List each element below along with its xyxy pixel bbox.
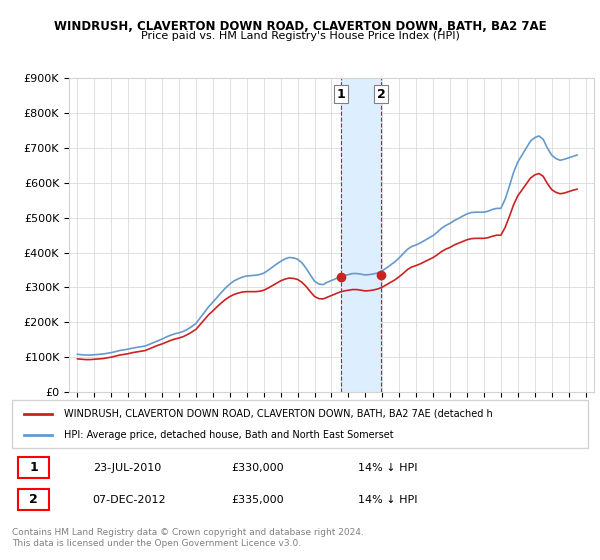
Text: 07-DEC-2012: 07-DEC-2012	[92, 494, 166, 505]
Text: 14% ↓ HPI: 14% ↓ HPI	[358, 494, 417, 505]
Text: 23-JUL-2010: 23-JUL-2010	[92, 463, 161, 473]
Text: £330,000: £330,000	[231, 463, 284, 473]
Text: 14% ↓ HPI: 14% ↓ HPI	[358, 463, 417, 473]
Text: 1: 1	[29, 461, 38, 474]
Text: WINDRUSH, CLAVERTON DOWN ROAD, CLAVERTON DOWN, BATH, BA2 7AE: WINDRUSH, CLAVERTON DOWN ROAD, CLAVERTON…	[53, 20, 547, 32]
Bar	[341, 78, 381, 392]
Text: 1: 1	[337, 88, 345, 101]
Text: Contains HM Land Registry data © Crown copyright and database right 2024.
This d: Contains HM Land Registry data © Crown c…	[12, 528, 364, 548]
Text: HPI: Average price, detached house, Bath and North East Somerset: HPI: Average price, detached house, Bath…	[64, 430, 394, 440]
Text: WINDRUSH, CLAVERTON DOWN ROAD, CLAVERTON DOWN, BATH, BA2 7AE (detached h: WINDRUSH, CLAVERTON DOWN ROAD, CLAVERTON…	[64, 409, 493, 419]
Text: 2: 2	[29, 493, 38, 506]
FancyBboxPatch shape	[12, 400, 588, 448]
Text: 2: 2	[377, 88, 385, 101]
FancyBboxPatch shape	[18, 457, 49, 478]
Text: Price paid vs. HM Land Registry's House Price Index (HPI): Price paid vs. HM Land Registry's House …	[140, 31, 460, 41]
Text: £335,000: £335,000	[231, 494, 284, 505]
FancyBboxPatch shape	[18, 489, 49, 510]
